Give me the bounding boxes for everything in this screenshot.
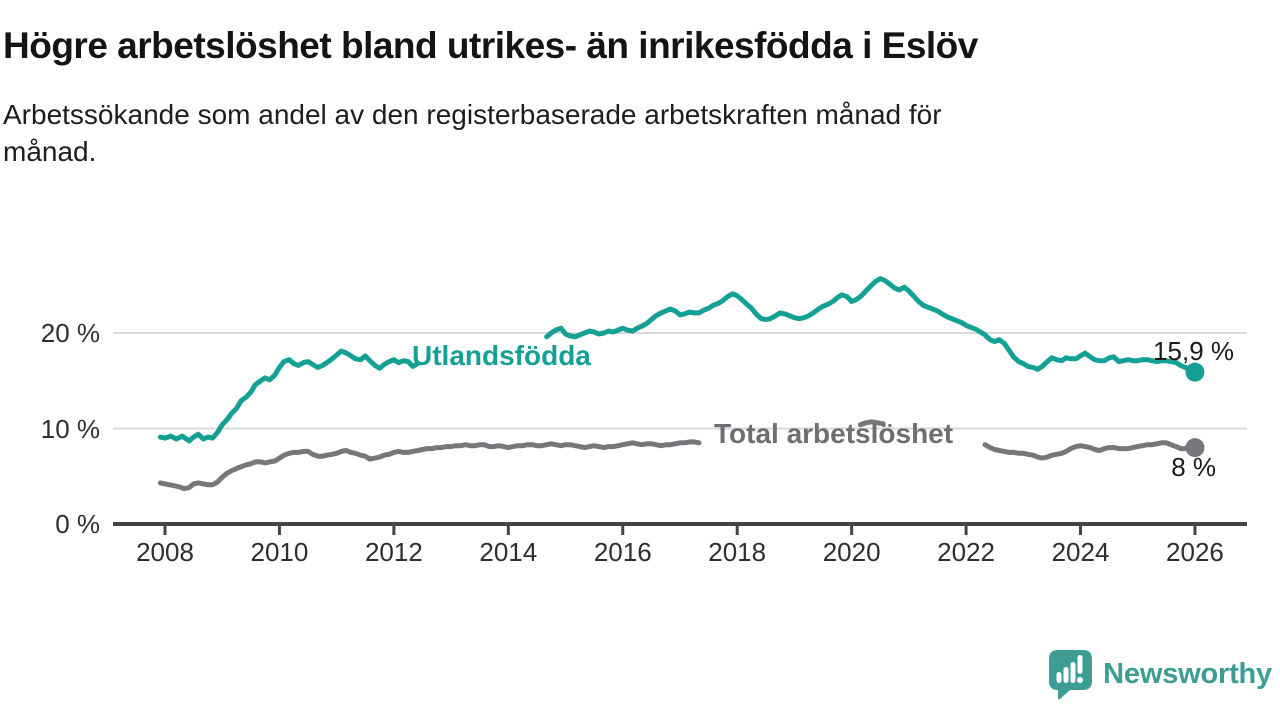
x-axis-label-2008: 2008	[136, 537, 194, 567]
newsworthy-logo-text: Newsworthy	[1103, 657, 1272, 690]
y-axis-label-0: 0 %	[55, 509, 100, 539]
series-line-1	[982, 440, 1198, 461]
x-axis-label-2012: 2012	[364, 537, 423, 567]
newsworthy-logo-icon	[1049, 650, 1093, 700]
series-line-0	[157, 348, 421, 444]
newsworthy-logo: Newsworthy	[1047, 648, 1272, 700]
x-axis-label-2026: 2026	[1166, 537, 1224, 567]
x-axis-label-2016: 2016	[593, 537, 652, 567]
x-axis-label-2020: 2020	[822, 537, 881, 567]
chart-title: Högre arbetslöshet bland utrikes- än inr…	[3, 25, 978, 66]
x-axis-label-2014: 2014	[479, 537, 538, 567]
x-axis-label-2018: 2018	[708, 537, 767, 567]
end-value-label-utlandsfodda: 15,9 %	[1153, 336, 1234, 366]
chart-subtitle: Arbetssökande som andel av den registerb…	[3, 98, 942, 167]
series-label-total-arbetsloshet: Total arbetslöshet	[714, 418, 954, 449]
x-axis-label-2024: 2024	[1051, 537, 1110, 567]
series-line-1	[857, 419, 886, 428]
end-value-label-total: 8 %	[1171, 452, 1216, 482]
series-end-dot-0	[1185, 362, 1205, 382]
series-end-dot-1	[1185, 438, 1205, 458]
y-axis-label-20: 20 %	[40, 318, 100, 348]
series-line-1	[157, 439, 702, 492]
x-axis-label-2022: 2022	[937, 537, 995, 567]
series-line-0	[544, 276, 1198, 375]
x-axis-label-2010: 2010	[250, 537, 309, 567]
y-axis-label-10: 10 %	[40, 413, 100, 444]
series-label-utlandsfodda: Utlandsfödda	[412, 340, 591, 371]
chart-header: Högre arbetslöshet bland utrikes- än inr…	[3, 0, 1003, 171]
